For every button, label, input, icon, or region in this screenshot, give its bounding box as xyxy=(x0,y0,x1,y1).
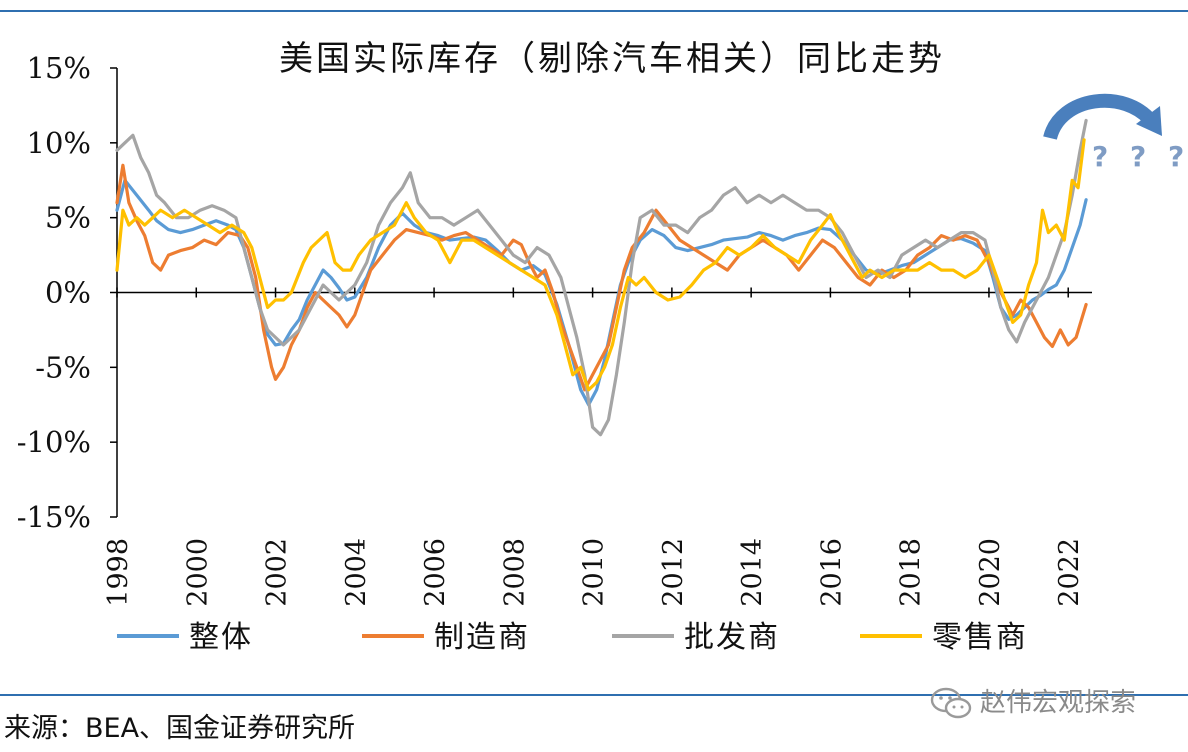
x-tick-label: 2008 xyxy=(499,538,530,607)
bottom-rule xyxy=(0,694,1188,696)
series-lines xyxy=(115,118,1088,437)
wechat-icon xyxy=(930,687,972,719)
y-tick-label: -10% xyxy=(17,425,91,459)
series-line-制造商 xyxy=(115,163,1088,392)
curved-arrow-icon xyxy=(1043,93,1158,141)
top-rule xyxy=(0,10,1188,12)
source-note: 来源：BEA、国金证券研究所 xyxy=(4,713,356,744)
legend-item: 整体 xyxy=(117,620,253,655)
annotation: ? ? ? xyxy=(1043,93,1188,173)
x-tick-label: 2006 xyxy=(420,538,451,607)
y-tick-label: -15% xyxy=(17,500,91,534)
watermark-text: 赵伟宏观探索 xyxy=(980,688,1137,718)
question-marks: ? ? ? xyxy=(1092,140,1188,173)
legend-item: 制造商 xyxy=(362,620,530,655)
x-tick-label: 2022 xyxy=(1054,538,1085,607)
x-tick-label: 2010 xyxy=(579,538,610,607)
y-tick-label: 0% xyxy=(45,276,91,310)
x-tick-label: 1998 xyxy=(103,538,134,607)
x-tick-label: 2016 xyxy=(816,538,847,607)
x-tick-label: 2014 xyxy=(737,538,768,607)
legend-label: 整体 xyxy=(189,620,253,655)
axes: 15% 10% 5% 0% -5% -10% -15% 1998 2000 2002 2004 200… xyxy=(17,51,1092,607)
legend: 整体 制造商 批发商 零售商 xyxy=(117,620,1028,655)
x-tick-label: 2012 xyxy=(658,538,689,607)
y-tick-label: 15% xyxy=(27,51,91,85)
series-line-批发商 xyxy=(115,118,1088,437)
y-tick-label: 5% xyxy=(45,201,91,235)
x-tick-label: 2018 xyxy=(896,538,927,607)
y-tick-label: -5% xyxy=(35,350,91,384)
legend-label: 制造商 xyxy=(434,620,530,655)
series-line-零售商 xyxy=(115,138,1086,392)
x-tick-label: 2004 xyxy=(341,538,372,607)
legend-label: 零售商 xyxy=(932,620,1028,655)
watermark: 赵伟宏观探索 xyxy=(928,680,1168,724)
x-tick-label: 2002 xyxy=(262,538,293,607)
x-tick-label: 2020 xyxy=(975,538,1006,607)
legend-item: 批发商 xyxy=(612,620,780,655)
legend-item: 零售商 xyxy=(860,620,1028,655)
x-tick-label: 2000 xyxy=(182,538,213,607)
arrowhead-icon xyxy=(1136,106,1162,136)
legend-label: 批发商 xyxy=(684,620,780,655)
chart-title: 美国实际库存（剔除汽车相关）同比走势 xyxy=(279,39,945,79)
y-tick-label: 10% xyxy=(27,126,91,160)
